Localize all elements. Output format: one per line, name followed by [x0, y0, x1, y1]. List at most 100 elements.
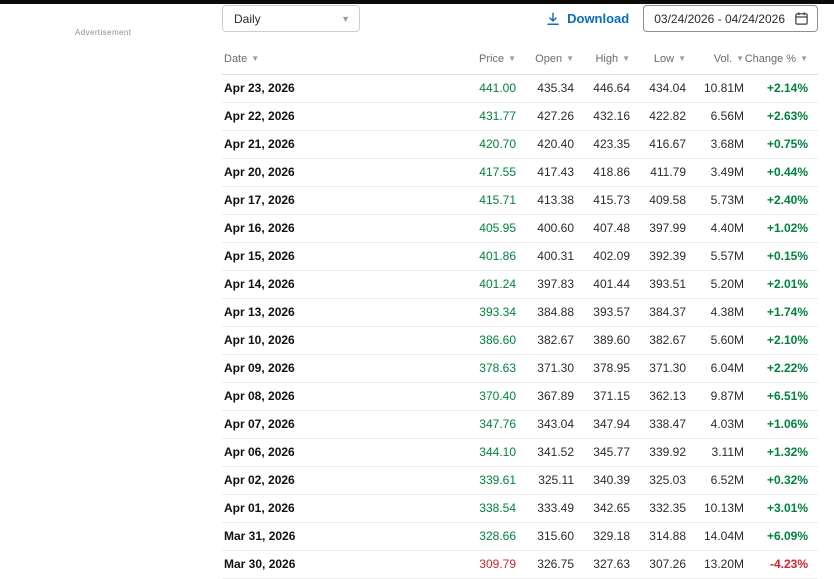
cell-volume: 5.73M	[686, 186, 744, 215]
table-header-row: Date ▼ Price ▼ Open ▼ High ▼ Low ▼ Vol. ▼ Chan…	[222, 53, 818, 75]
cell-price: 441.00	[434, 74, 516, 103]
cell-high: 378.95	[574, 354, 630, 383]
table-row: Apr 02, 2026 339.61 325.11 340.39 325.03…	[222, 466, 818, 495]
cell-price: 347.76	[434, 410, 516, 439]
cell-date: Apr 08, 2026	[222, 382, 434, 411]
historical-data-panel: Daily ▼ Download 03/24/2026 - 04/24/2026	[222, 5, 818, 579]
cell-volume: 6.56M	[686, 102, 744, 131]
frequency-select-value: Daily	[234, 11, 261, 26]
cell-price: 370.40	[434, 382, 516, 411]
cell-price: 401.86	[434, 242, 516, 271]
cell-high: 340.39	[574, 466, 630, 495]
cell-date: Apr 14, 2026	[222, 270, 434, 299]
cell-change: +1.02%	[744, 214, 818, 243]
table-row: Apr 14, 2026 401.24 397.83 401.44 393.51…	[222, 270, 818, 299]
cell-low: 307.26	[630, 550, 686, 579]
cell-price: 386.60	[434, 326, 516, 355]
cell-date: Apr 01, 2026	[222, 494, 434, 523]
cell-high: 446.64	[574, 74, 630, 103]
cell-date: Apr 06, 2026	[222, 438, 434, 467]
sort-icon: ▼	[251, 54, 260, 63]
advertisement-label: Advertisement	[75, 28, 132, 37]
cell-change: +1.32%	[744, 438, 818, 467]
column-header-label: Vol.	[713, 53, 733, 65]
cell-price: 393.34	[434, 298, 516, 327]
cell-open: 427.26	[516, 102, 574, 131]
table-row: Apr 09, 2026 378.63 371.30 378.95 371.30…	[222, 354, 818, 383]
cell-open: 315.60	[516, 522, 574, 551]
cell-low: 392.39	[630, 242, 686, 271]
table-row: Mar 30, 2026 309.79 326.75 327.63 307.26…	[222, 550, 818, 579]
column-header-price[interactable]: Price ▼	[434, 53, 516, 75]
cell-change: +2.63%	[744, 102, 818, 131]
column-header-change[interactable]: Change % ▼	[744, 53, 818, 75]
cell-date: Apr 17, 2026	[222, 186, 434, 215]
cell-volume: 4.03M	[686, 410, 744, 439]
cell-low: 393.51	[630, 270, 686, 299]
column-header-open[interactable]: Open ▼	[516, 53, 574, 75]
cell-change: +1.06%	[744, 410, 818, 439]
cell-price: 401.24	[434, 270, 516, 299]
cell-open: 382.67	[516, 326, 574, 355]
cell-volume: 10.13M	[686, 494, 744, 523]
cell-open: 413.38	[516, 186, 574, 215]
cell-change: +2.40%	[744, 186, 818, 215]
cell-high: 371.15	[574, 382, 630, 411]
table-row: Apr 16, 2026 405.95 400.60 407.48 397.99…	[222, 214, 818, 243]
cell-open: 397.83	[516, 270, 574, 299]
cell-volume: 9.87M	[686, 382, 744, 411]
cell-change: +2.10%	[744, 326, 818, 355]
cell-volume: 3.68M	[686, 130, 744, 159]
table-row: Apr 08, 2026 370.40 367.89 371.15 362.13…	[222, 382, 818, 411]
cell-high: 402.09	[574, 242, 630, 271]
cell-price: 378.63	[434, 354, 516, 383]
cell-high: 329.18	[574, 522, 630, 551]
cell-change: +2.14%	[744, 74, 818, 103]
table-row: Apr 07, 2026 347.76 343.04 347.94 338.47…	[222, 410, 818, 439]
cell-low: 416.67	[630, 130, 686, 159]
cell-low: 411.79	[630, 158, 686, 187]
cell-low: 332.35	[630, 494, 686, 523]
sort-icon: ▼	[800, 54, 808, 63]
cell-high: 423.35	[574, 130, 630, 159]
cell-open: 341.52	[516, 438, 574, 467]
cell-low: 409.58	[630, 186, 686, 215]
table-row: Apr 17, 2026 415.71 413.38 415.73 409.58…	[222, 186, 818, 215]
cell-open: 420.40	[516, 130, 574, 159]
date-range-picker[interactable]: 03/24/2026 - 04/24/2026	[643, 5, 818, 32]
cell-change: +0.75%	[744, 130, 818, 159]
cell-price: 415.71	[434, 186, 516, 215]
column-header-date[interactable]: Date ▼	[222, 53, 434, 75]
column-header-label: High	[595, 53, 619, 65]
chevron-down-icon: ▼	[341, 14, 350, 24]
frequency-select[interactable]: Daily ▼	[222, 5, 360, 32]
cell-volume: 5.60M	[686, 326, 744, 355]
cell-price: 338.54	[434, 494, 516, 523]
column-header-label: Date	[224, 53, 248, 65]
cell-high: 407.48	[574, 214, 630, 243]
cell-price: 344.10	[434, 438, 516, 467]
column-header-high[interactable]: High ▼	[574, 53, 630, 75]
cell-date: Apr 07, 2026	[222, 410, 434, 439]
table-row: Apr 20, 2026 417.55 417.43 418.86 411.79…	[222, 158, 818, 187]
cell-open: 371.30	[516, 354, 574, 383]
sort-icon: ▼	[508, 54, 516, 63]
cell-high: 418.86	[574, 158, 630, 187]
table-body: Apr 23, 2026 441.00 435.34 446.64 434.04…	[222, 74, 818, 579]
cell-low: 362.13	[630, 382, 686, 411]
cell-date: Apr 22, 2026	[222, 102, 434, 131]
column-header-volume[interactable]: Vol. ▼	[686, 53, 744, 75]
cell-low: 338.47	[630, 410, 686, 439]
cell-price: 339.61	[434, 466, 516, 495]
cell-open: 325.11	[516, 466, 574, 495]
cell-open: 367.89	[516, 382, 574, 411]
column-header-low[interactable]: Low ▼	[630, 53, 686, 75]
cell-date: Apr 21, 2026	[222, 130, 434, 159]
cell-high: 345.77	[574, 438, 630, 467]
download-button[interactable]: Download	[546, 11, 629, 26]
table-row: Mar 31, 2026 328.66 315.60 329.18 314.88…	[222, 522, 818, 551]
cell-low: 382.67	[630, 326, 686, 355]
cell-price: 309.79	[434, 550, 516, 579]
cell-change: +0.32%	[744, 466, 818, 495]
calendar-icon	[794, 11, 809, 26]
